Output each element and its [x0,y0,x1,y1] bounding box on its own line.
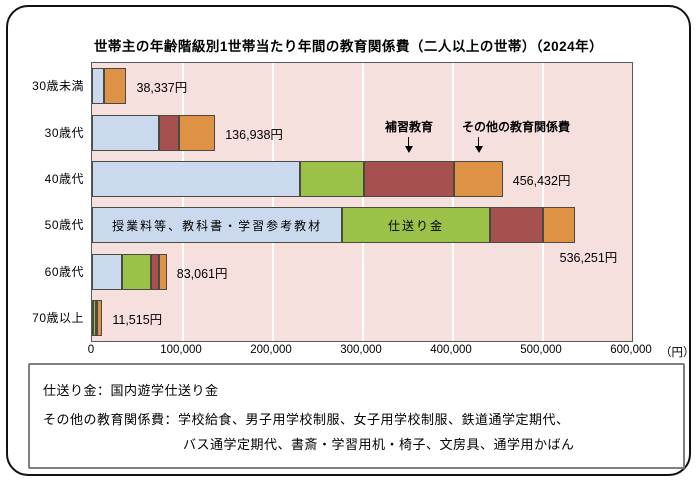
bar-segment-other [453,160,503,197]
annotation-arrow-1 [404,137,413,153]
category-label-4: 50歳代 [44,218,84,233]
bar-segment-remittance [122,253,151,290]
bar-segment-tuition [92,68,104,105]
outer-frame: 世帯主の年齢階級別1世帯当たり年間の教育関係費（二人以上の世帯）（2024年） … [6,5,695,476]
x-tick-label: 200,000 [250,344,292,356]
total-value-label: 83,061円 [176,266,228,281]
annotation-label-1: 補習教育 [384,120,434,134]
total-value-label: 38,337円 [136,81,188,96]
total-value-label: 456,432円 [512,173,571,188]
x-tick-label: 400,000 [430,344,472,356]
x-axis-unit-label: （円） [660,347,695,359]
bar-segment-remittance [92,299,97,336]
category-label-1: 30歳未満 [32,79,84,94]
total-value-label: 536,251円 [559,251,618,266]
bar-segment-tuition [92,253,123,290]
bar-segment-remittance [300,160,364,197]
bar-segment-other [103,68,127,105]
bar-segment-other [543,207,575,244]
gridline [272,63,274,341]
category-label-2: 30歳代 [44,125,84,140]
gridline [362,63,364,341]
x-tick-label: 600,000 [610,344,652,356]
x-tick-label: 100,000 [160,344,202,356]
footnote-line-other-1: その他の教育関係費：学校給食、男子用学校制服、女子用学校制服、鉄道通学定期代、 [43,412,570,427]
bar-segment-tutoring [159,114,180,151]
footnote-box: 仕送り金：国内遊学仕送り金 その他の教育関係費：学校給食、男子用学校制服、女子用… [28,363,685,469]
bar-segment-remittance: 仕送り金 [342,207,490,244]
annotation-arrow-2 [474,137,483,153]
gridline [542,63,544,341]
bar-segment-other [96,299,103,336]
plot-area: 授業料等、教科書・学習参考教材 仕送り金 [91,62,633,342]
gridline [182,63,184,341]
x-tick-label: 300,000 [340,344,382,356]
bar-segment-tutoring [489,207,544,244]
bar-segment-other [179,114,216,151]
bar-segment-tuition [92,114,160,151]
footnote-line-other-2: バス通学定期代、書斎・学習用机・椅子、文房具、通学用かばん [183,437,575,452]
bar-segment-tutoring [363,160,454,197]
annotation-label-2: その他の教育関係費 [461,120,571,134]
x-tick-label: 500,000 [520,344,562,356]
bar-segment-other [158,253,167,290]
category-label-5: 60歳代 [44,264,84,279]
total-value-label: 11,515円 [112,312,163,327]
chart-title: 世帯主の年齢階級別1世帯当たり年間の教育関係費（二人以上の世帯）（2024年） [93,39,604,54]
category-label-3: 40歳代 [44,171,84,186]
total-value-label: 136,938円 [225,127,283,142]
footnote-line-remittance: 仕送り金：国内遊学仕送り金 [43,383,219,398]
bar-segment-tuition [92,160,301,197]
x-tick-label: 0 [87,344,95,356]
bar-segment-tuition: 授業料等、教科書・学習参考教材 [92,207,343,244]
gridline [452,63,454,341]
bar-segment-tutoring [150,253,159,290]
category-label-6: 70歳以上 [32,310,84,325]
